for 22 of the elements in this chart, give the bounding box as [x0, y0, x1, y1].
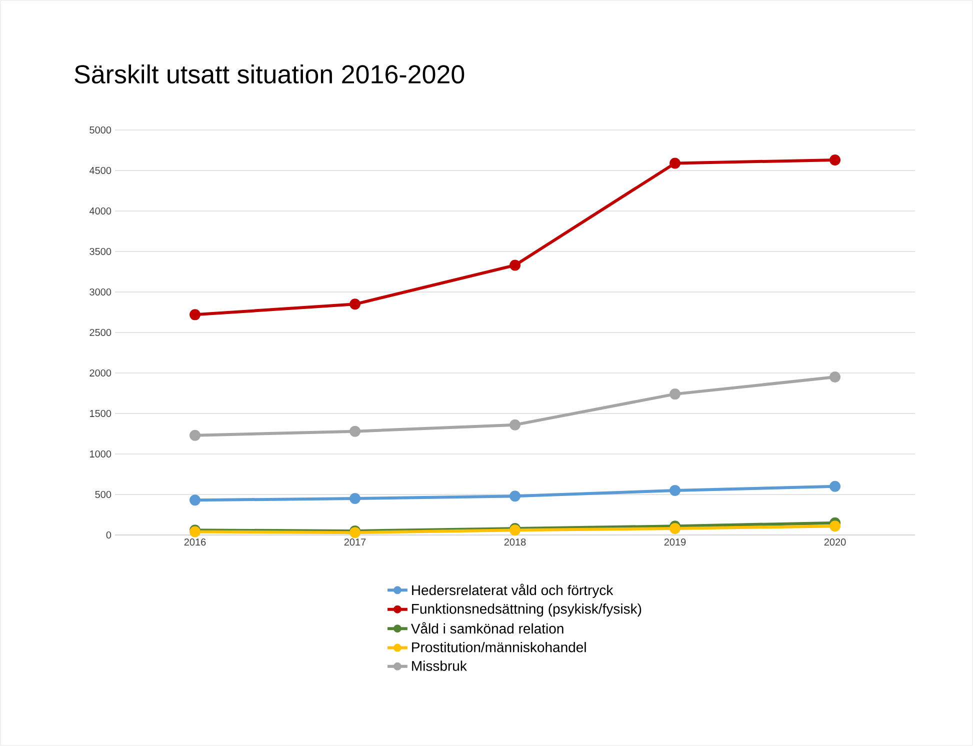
- legend-label: Våld i samkönad relation: [410, 622, 564, 634]
- legend-label: Hedersrelaterat våld och förtryck: [412, 584, 614, 598]
- x-tick-label: 2016: [184, 538, 206, 546]
- y-tick-label: 1000: [90, 450, 112, 458]
- y-tick-label: 2500: [90, 328, 112, 336]
- x-tick-label: 2019: [664, 538, 686, 546]
- y-tick-label: 4000: [89, 207, 112, 215]
- y-tick-label: 3000: [90, 288, 112, 296]
- x-tick-label: 2018: [504, 538, 526, 546]
- y-tick-label: 2000: [90, 369, 112, 377]
- x-tick-label: 2020: [824, 538, 846, 546]
- y-tick-label: 500: [95, 490, 112, 498]
- y-tick-label: 0: [106, 531, 112, 539]
- chart-title: Särskilt utsatt situation 2016-2020: [74, 64, 464, 84]
- y-tick-label: 1500: [90, 410, 112, 418]
- x-tick-label: 2017: [344, 538, 366, 546]
- y-tick-label: 3500: [90, 248, 112, 256]
- legend-label: Funktionsnedsättning (psykisk/fysisk): [412, 604, 642, 617]
- legend-label: Missbruk: [412, 660, 467, 671]
- legend-label: Prostitution/människohandel: [412, 642, 586, 652]
- y-tick-label: 5000: [90, 126, 112, 134]
- y-tick-label: 4500: [89, 166, 112, 174]
